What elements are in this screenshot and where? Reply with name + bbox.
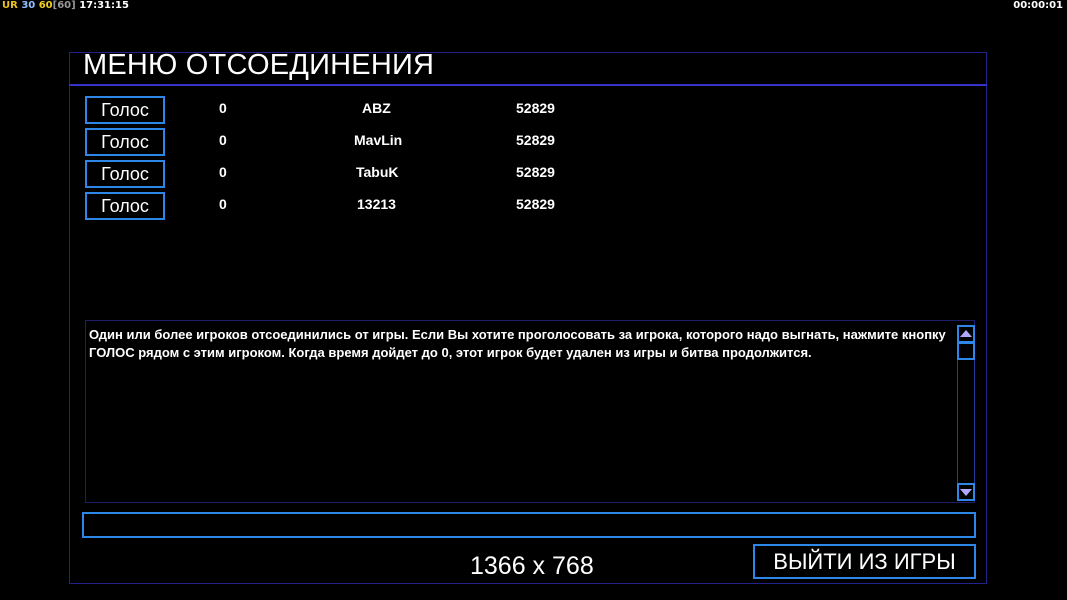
player-id: 52829 (516, 132, 555, 148)
message-text: Один или более игроков отсоединились от … (89, 327, 946, 360)
chat-input[interactable] (82, 512, 976, 538)
player-id: 52829 (516, 196, 555, 212)
scroll-up-button[interactable] (957, 325, 975, 343)
player-name: MavLin (354, 132, 403, 148)
header-divider (69, 84, 987, 86)
arrow-up-icon (960, 330, 972, 337)
player-id: 52829 (516, 164, 555, 180)
page-title: МЕНЮ ОТСОЕДИНЕНИЯ (83, 49, 435, 81)
clock: 17:31:15 (79, 0, 129, 11)
resolution-label: 1366 x 768 (470, 552, 594, 580)
player-name: 13213 (357, 196, 396, 212)
vote-button[interactable]: Голос (85, 96, 165, 124)
vote-button[interactable]: Голос (85, 192, 165, 220)
player-id: 52829 (516, 100, 555, 116)
player-name: TabuK (356, 164, 399, 180)
vote-button[interactable]: Голос (85, 128, 165, 156)
scroll-thumb[interactable] (957, 342, 975, 360)
target-fps: 60 (38, 0, 53, 11)
vote-button[interactable]: Голос (85, 160, 165, 188)
target-fps-bracket: [60] (52, 0, 76, 11)
arrow-down-icon (960, 489, 972, 496)
vote-count: 0 (219, 132, 227, 148)
vote-count: 0 (219, 100, 227, 116)
api-label: UR (2, 0, 18, 11)
vote-count: 0 (219, 196, 227, 212)
vote-count: 0 (219, 164, 227, 180)
debug-overlay: UR 30 60[60] 17:31:15 (2, 0, 129, 11)
session-timer: 00:00:01 (1013, 0, 1063, 11)
exit-game-button[interactable]: ВЫЙТИ ИЗ ИГРЫ (753, 544, 976, 579)
scroll-down-button[interactable] (957, 483, 975, 501)
fps-value: 30 (21, 0, 36, 11)
disconnect-menu-frame (69, 52, 987, 584)
player-name: ABZ (362, 100, 391, 116)
